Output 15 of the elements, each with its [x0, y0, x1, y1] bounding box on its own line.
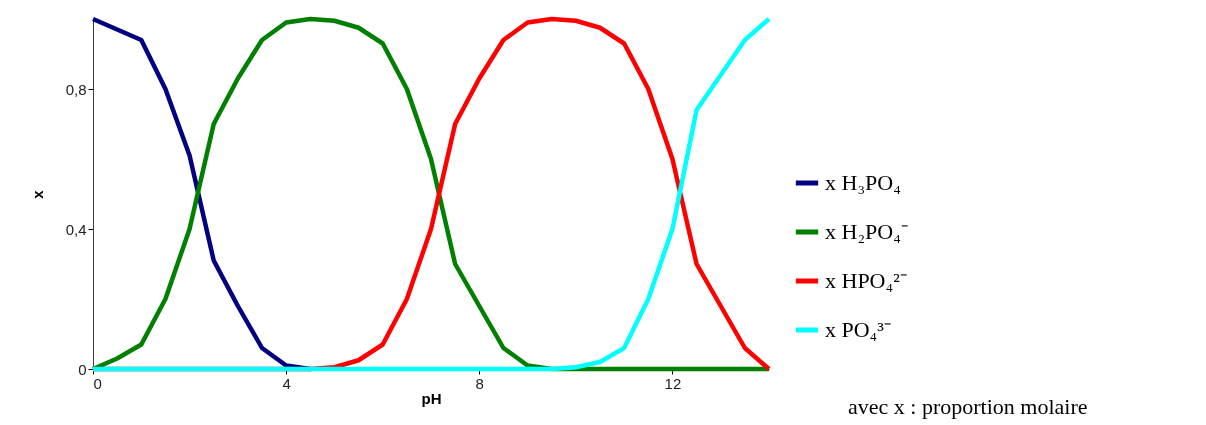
text: avec x : proportion molaire [848, 394, 1088, 420]
x-tick-label: 12 [664, 374, 682, 392]
legend-label: x H₃PO₄ [825, 170, 901, 195]
legend-label: x PO₄³⁻ [825, 317, 891, 342]
legend-label: x H₂PO₄⁻ [825, 219, 908, 244]
x-tick-label: 4 [282, 374, 291, 392]
x-tick-label: 0 [93, 374, 102, 392]
y-tick-label: 0,8 [65, 80, 87, 98]
y-axis-title: x [28, 189, 46, 199]
x-axis-title: pH [421, 389, 442, 407]
y-tick-label: 0 [78, 360, 87, 378]
x-tick-label: 8 [475, 374, 484, 392]
legend-label: x HPO₄²⁻ [825, 268, 907, 293]
y-tick-label: 0,4 [65, 220, 87, 238]
line-series [90, 16, 772, 372]
